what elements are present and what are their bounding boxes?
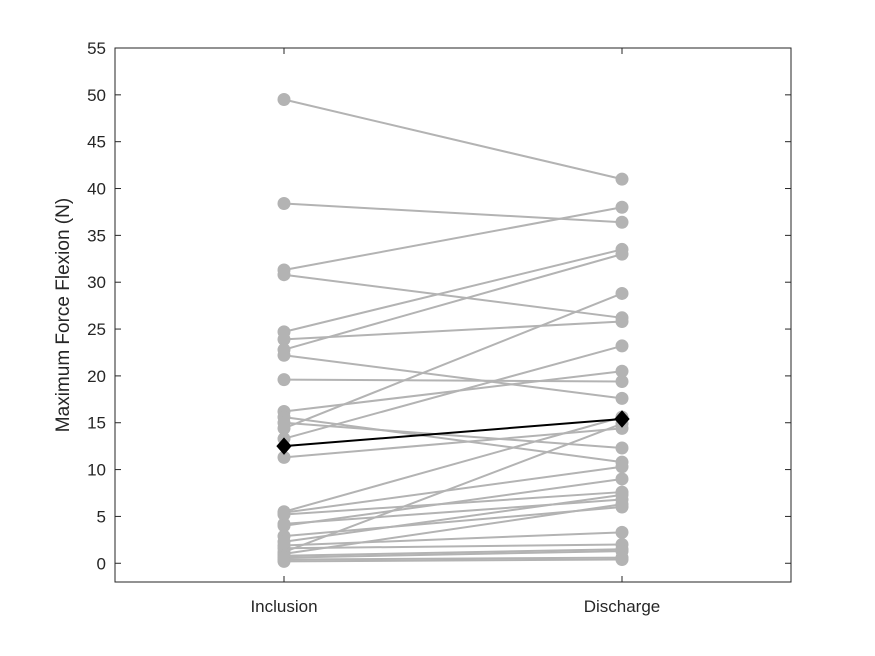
- individual-point: [615, 460, 629, 474]
- individual-point: [277, 373, 291, 387]
- individual-line: [283, 556, 623, 561]
- summary-line: [283, 417, 623, 448]
- individual-point: [277, 508, 291, 522]
- y-tick-label: 40: [87, 180, 106, 199]
- individual-point: [615, 441, 629, 455]
- plot-area-border: [114, 47, 792, 583]
- y-axis-label: Maximum Force Flexion (N): [53, 198, 74, 432]
- individual-line: [283, 98, 623, 181]
- individual-point: [615, 215, 629, 229]
- individual-point: [277, 332, 291, 346]
- x-tick-label: Inclusion: [250, 597, 317, 616]
- y-tick-label: 45: [87, 133, 106, 152]
- individual-line: [283, 320, 623, 341]
- x-axis-ticks: Inclusion Discharge: [250, 48, 660, 616]
- individual-point: [615, 472, 629, 486]
- individual-point: [615, 488, 629, 502]
- y-tick-label: 30: [87, 273, 106, 292]
- individual-lines: [283, 98, 623, 563]
- individual-point: [615, 339, 629, 353]
- individual-point: [615, 553, 629, 567]
- individual-line: [283, 543, 623, 550]
- individual-point: [615, 286, 629, 300]
- y-tick-label: 35: [87, 226, 106, 245]
- summary-point: [276, 437, 292, 455]
- individual-line: [283, 421, 623, 450]
- individual-line: [283, 503, 623, 555]
- individual-line: [283, 253, 623, 351]
- individual-point: [277, 450, 291, 464]
- y-tick-label: 25: [87, 320, 106, 339]
- individual-line: [283, 548, 623, 557]
- y-tick-label: 55: [87, 39, 106, 58]
- individual-point: [277, 93, 291, 107]
- summary-point: [614, 410, 630, 428]
- individual-point: [615, 525, 629, 539]
- individual-point: [277, 554, 291, 568]
- individual-line: [283, 558, 623, 563]
- individual-line: [283, 344, 623, 440]
- y-tick-label: 20: [87, 367, 106, 386]
- individual-point: [615, 497, 629, 511]
- individual-point: [615, 200, 629, 214]
- individual-line: [283, 493, 623, 543]
- individual-point: [615, 375, 629, 389]
- summary-series: [276, 410, 630, 455]
- individual-point: [615, 172, 629, 186]
- individual-point: [277, 348, 291, 362]
- y-tick-label: 10: [87, 461, 106, 480]
- individual-line: [283, 202, 623, 224]
- individual-line: [283, 465, 623, 514]
- individual-point: [277, 421, 291, 435]
- individual-points: [277, 93, 629, 568]
- y-tick-label: 50: [87, 86, 106, 105]
- individual-point: [277, 197, 291, 211]
- x-tick-label: Discharge: [584, 597, 661, 616]
- individual-line: [283, 422, 623, 553]
- individual-point: [615, 315, 629, 329]
- individual-line: [283, 292, 623, 430]
- individual-line: [283, 273, 623, 319]
- individual-point: [277, 519, 291, 533]
- individual-point: [277, 268, 291, 282]
- individual-line: [283, 248, 623, 333]
- individual-line: [283, 531, 623, 547]
- individual-line: [283, 354, 623, 400]
- individual-point: [615, 247, 629, 261]
- individual-line: [283, 206, 623, 272]
- y-tick-label: 0: [97, 554, 106, 573]
- y-axis-ticks: 0 5 10 15 20 25 30 35 40 45 50 55: [87, 39, 791, 573]
- y-tick-label: 5: [97, 507, 106, 526]
- individual-point: [615, 391, 629, 405]
- individual-line: [283, 416, 623, 464]
- individual-point: [615, 364, 629, 378]
- individual-line: [283, 378, 623, 383]
- individual-line: [283, 477, 623, 527]
- y-tick-label: 15: [87, 414, 106, 433]
- individual-line: [283, 550, 623, 559]
- individual-line: [283, 416, 623, 513]
